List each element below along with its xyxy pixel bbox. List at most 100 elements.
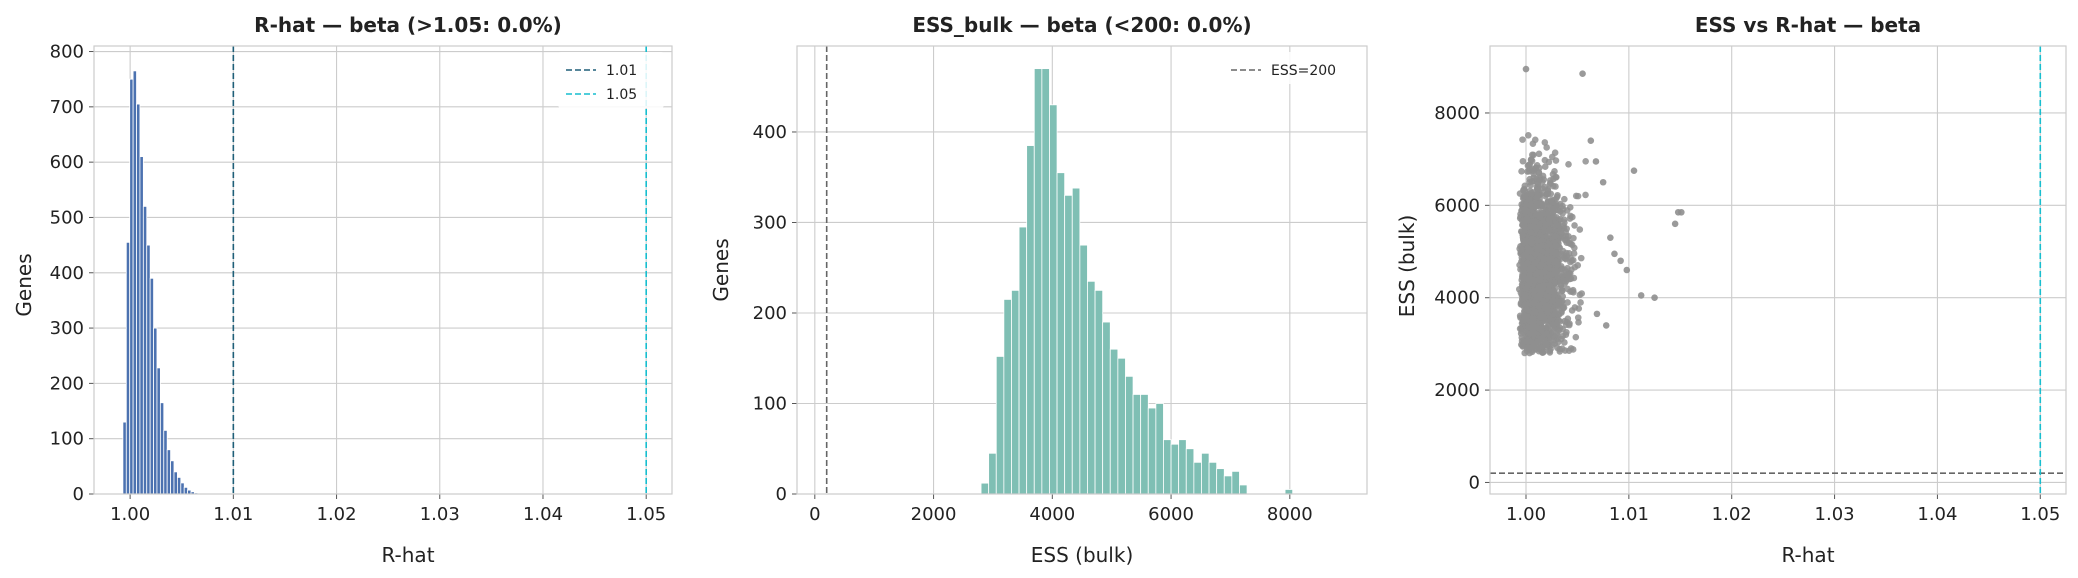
scatter-point (1558, 287, 1565, 295)
scatter-point (1556, 208, 1564, 215)
scatter-point (1519, 343, 1527, 350)
y-tick-label: 0 (73, 484, 84, 505)
scatter-point (1607, 234, 1614, 241)
histogram-bar (1163, 439, 1172, 495)
scatter-point (1572, 333, 1580, 341)
scatter-point (1535, 164, 1543, 172)
scatter-point (1541, 139, 1549, 146)
histogram-bar (1026, 145, 1035, 495)
plot-frame (93, 45, 673, 495)
histogram-bar (1223, 475, 1233, 495)
y-tick-label: 100 (753, 393, 787, 414)
scatter-point (1563, 252, 1571, 260)
histogram-bar (142, 205, 148, 495)
scatter-point (1539, 284, 1547, 291)
scatter-point (1558, 335, 1565, 343)
scatter-point (1528, 189, 1535, 197)
scatter-point (1532, 340, 1540, 348)
scatter-point (1526, 330, 1534, 337)
scatter-point (1521, 221, 1528, 229)
histogram-bar (132, 70, 137, 495)
scatter-point (1520, 317, 1528, 324)
histogram-bar (1155, 403, 1164, 495)
scatter-point (1553, 213, 1560, 221)
scatter-point (1551, 288, 1558, 296)
scatter-point (1569, 256, 1577, 264)
y-tick-label: 200 (50, 373, 84, 394)
scatter-point (1521, 301, 1529, 308)
scatter-point (1566, 204, 1574, 211)
scatter-point (1592, 158, 1600, 165)
x-tick-label: 1.00 (1506, 504, 1546, 525)
scatter-point (1546, 256, 1553, 263)
histogram-bar (156, 367, 161, 495)
y-tick-label: 6000 (1434, 195, 1480, 216)
scatter-point (1519, 231, 1527, 239)
histogram-bar (159, 402, 165, 495)
histogram-bar (1284, 489, 1294, 495)
histogram-bar (1056, 172, 1066, 495)
x-tick-label: 0 (809, 504, 820, 525)
y-tick-label: 500 (50, 207, 84, 228)
histogram-bar (1003, 299, 1012, 495)
y-tick-label: 300 (753, 212, 787, 233)
scatter-point (1523, 347, 1531, 355)
y-tick-label: 2000 (1434, 380, 1480, 401)
scatter-point (1525, 161, 1533, 169)
scatter-point (1545, 216, 1553, 223)
scatter-point (1556, 345, 1563, 353)
histogram-bar (139, 156, 144, 495)
histogram-bar (125, 241, 131, 495)
y-tick-label: 200 (753, 303, 787, 324)
scatter-point (1547, 197, 1555, 204)
scatter-point (1549, 341, 1556, 348)
histogram-bar (988, 452, 997, 495)
histogram-bar (183, 486, 189, 495)
histogram-bar (1079, 244, 1088, 495)
scatter-point (1617, 257, 1624, 265)
scatter-point (1526, 178, 1533, 186)
histogram-bar (1147, 407, 1157, 495)
scatter-point (1571, 222, 1578, 229)
histogram-bar (1041, 68, 1050, 495)
y-tick-label: 600 (50, 152, 84, 173)
scatter-point (1520, 311, 1528, 319)
scatter-point (1527, 223, 1535, 230)
histogram-bar (1239, 484, 1248, 495)
histogram-bar (1064, 194, 1073, 495)
scatter-point (1523, 260, 1531, 267)
scatter-point (1523, 207, 1530, 215)
scatter-point (1574, 262, 1582, 269)
scatter-point (1543, 144, 1550, 151)
scatter-point (1525, 132, 1532, 139)
scatter-point (1548, 248, 1556, 255)
scatter-point (1567, 345, 1575, 352)
legend: ESS=200 (1223, 52, 1359, 84)
y-tick-label: 800 (50, 42, 84, 63)
histogram-bars (980, 68, 1294, 495)
scatter-point (1522, 237, 1530, 245)
x-tick-label: 1.02 (317, 504, 357, 525)
scatter-point (1569, 213, 1576, 221)
x-tick-label: 2000 (911, 504, 957, 525)
scatter-point (1593, 310, 1601, 318)
x-tick-label: 1.03 (1815, 504, 1855, 525)
scatter-point (1671, 220, 1679, 228)
x-axis-label: R-hat (381, 543, 434, 567)
scatter-point (1522, 285, 1530, 292)
scatter-point (1535, 150, 1543, 158)
legend: 1.01 1.05 (558, 52, 664, 108)
scatter-point (1553, 221, 1561, 229)
scatter-point (1538, 334, 1546, 342)
scatter-point (1546, 347, 1553, 355)
scatter-point (1525, 254, 1533, 261)
scatter-point (1533, 224, 1540, 232)
histogram-bars (122, 70, 202, 495)
scatter-point (1544, 207, 1551, 215)
scatter-point (1522, 226, 1529, 234)
y-tick-label: 300 (50, 318, 84, 339)
scatter-point (1551, 270, 1558, 277)
x-tick-label: 1.01 (1609, 504, 1649, 525)
legend-label: 1.05 (606, 87, 637, 103)
